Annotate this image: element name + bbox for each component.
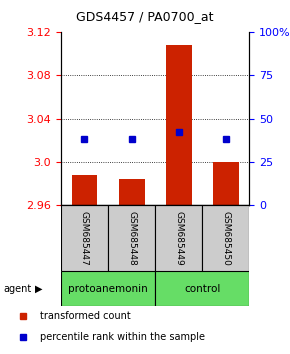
Bar [108, 205, 155, 271]
Text: transformed count: transformed count [40, 311, 131, 321]
Bar [119, 179, 144, 205]
Bar [155, 271, 249, 306]
Bar [155, 205, 202, 271]
Bar [166, 45, 192, 205]
Text: percentile rank within the sample: percentile rank within the sample [40, 332, 205, 342]
Text: agent: agent [3, 284, 31, 293]
Bar [202, 205, 249, 271]
Text: GSM685447: GSM685447 [80, 211, 89, 266]
Text: control: control [184, 284, 220, 293]
Bar [61, 271, 155, 306]
Text: GSM685449: GSM685449 [174, 211, 183, 266]
Bar [213, 162, 239, 205]
Text: GDS4457 / PA0700_at: GDS4457 / PA0700_at [76, 10, 214, 23]
Text: GSM685448: GSM685448 [127, 211, 136, 266]
Bar [72, 175, 97, 205]
Text: GSM685450: GSM685450 [221, 211, 230, 266]
Bar [61, 205, 108, 271]
Text: ▶: ▶ [35, 284, 42, 293]
Text: protoanemonin: protoanemonin [68, 284, 148, 293]
